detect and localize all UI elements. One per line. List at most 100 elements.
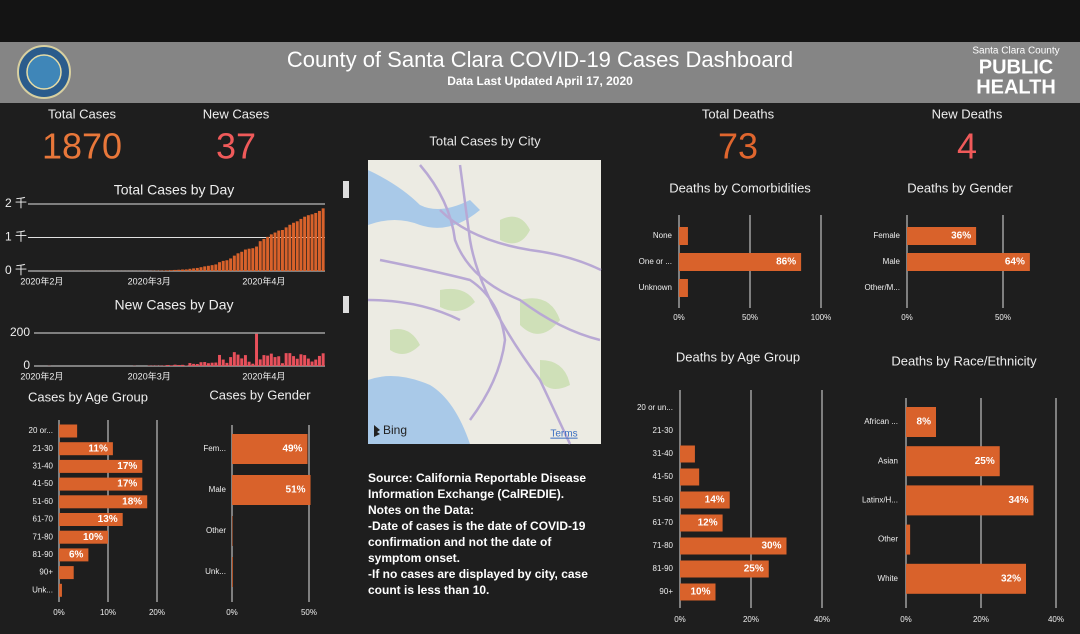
kpi-label: New Deaths (932, 106, 1003, 121)
bar (210, 265, 214, 271)
category-label: 51-60 (33, 497, 54, 506)
bar (59, 513, 123, 526)
bar (166, 270, 170, 271)
category-label: 81-90 (653, 564, 674, 573)
kpi-value: 1870 (42, 126, 122, 167)
bar (266, 355, 270, 366)
bar (203, 266, 207, 271)
x-tick-label: 0% (673, 313, 685, 322)
x-tick-label: 2020年3月 (128, 370, 171, 381)
bing-logo (374, 425, 380, 437)
y-tick-label: 2 千 (5, 196, 27, 210)
category-label: White (878, 574, 899, 583)
category-label: 90+ (39, 568, 53, 577)
bar (206, 265, 210, 271)
x-tick-label: 20% (149, 608, 165, 617)
bar (232, 475, 311, 505)
data-label: 10% (83, 532, 103, 543)
dashboard-title: County of Santa Clara COVID-19 Cases Das… (287, 47, 793, 72)
bar (177, 269, 181, 271)
bar (906, 563, 1026, 594)
bar (177, 365, 181, 366)
bar (680, 468, 700, 486)
category-label: One or ... (639, 257, 672, 266)
category-label: 21-30 (33, 444, 54, 453)
bar (299, 354, 303, 366)
x-tick-label: 100% (811, 313, 831, 322)
category-label: 31-40 (653, 449, 674, 458)
bar (195, 364, 199, 366)
x-tick-label: 10% (100, 608, 116, 617)
data-label: 6% (69, 550, 84, 561)
bar (218, 354, 221, 366)
bar (214, 362, 218, 366)
data-label: 34% (1008, 495, 1028, 506)
logo-line: PUBLIC (979, 56, 1053, 78)
bar (680, 583, 716, 601)
category-label: 81-90 (33, 550, 54, 559)
kpi-label: New Cases (203, 106, 270, 121)
category-label: African ... (864, 417, 898, 426)
chart-title: Deaths by Comorbidities (669, 180, 811, 195)
bar (273, 357, 277, 366)
bar (679, 227, 688, 245)
bar (195, 267, 199, 271)
category-label: None (653, 231, 673, 240)
bar (59, 442, 113, 456)
bar (240, 251, 244, 271)
bar (258, 359, 262, 366)
y-tick-label: 200 (10, 325, 30, 339)
bar (262, 355, 266, 366)
x-tick-label: 40% (1048, 615, 1064, 624)
category-label: 20 or... (29, 426, 53, 435)
data-label: 8% (917, 417, 932, 428)
logo-line: HEALTH (976, 76, 1056, 98)
data-label: 32% (1001, 573, 1021, 584)
bar (236, 253, 240, 271)
x-tick-label: 20% (973, 615, 989, 624)
category-label: 71-80 (653, 541, 674, 550)
map: Bing Terms (367, 160, 602, 445)
category-label: 51-60 (653, 495, 674, 504)
data-label: 49% (282, 444, 302, 455)
bar (232, 352, 236, 366)
data-label: 12% (698, 518, 718, 529)
bar (292, 222, 296, 271)
category-label: Unk... (205, 567, 226, 576)
x-tick-label: 40% (814, 615, 830, 624)
category-label: Other/M... (864, 283, 900, 292)
category-label: Asian (878, 456, 898, 465)
bar (321, 353, 325, 366)
x-tick-label: 2020年3月 (128, 275, 171, 286)
data-label: 11% (88, 443, 108, 454)
data-label: 14% (705, 495, 725, 506)
bar (255, 246, 259, 271)
x-tick-label: 2020年4月 (242, 370, 285, 381)
bar (306, 215, 310, 271)
bar (225, 362, 229, 366)
category-label: Unk... (32, 585, 53, 594)
bar (288, 224, 292, 271)
bar (232, 255, 236, 271)
x-tick-label: 50% (995, 313, 1011, 322)
bar (299, 218, 303, 271)
bar (199, 267, 203, 271)
x-tick-label: 0% (901, 313, 913, 322)
logo-top: Santa Clara County (972, 46, 1059, 57)
data-label: 25% (744, 564, 764, 575)
category-label: 61-70 (653, 518, 674, 527)
header-bar (0, 42, 1080, 103)
bar (169, 270, 173, 271)
data-label: 18% (122, 496, 142, 507)
bar (306, 358, 310, 366)
bar (680, 491, 730, 509)
y-tick-label: 0 (23, 358, 30, 372)
note-line: Source: California Reportable Disease In… (368, 471, 587, 501)
bar (247, 248, 251, 271)
bar (266, 236, 270, 271)
bar (225, 260, 229, 271)
map-title: Total Cases by City (429, 133, 541, 148)
map-terms[interactable]: Terms (550, 429, 577, 440)
map-road (367, 164, 602, 445)
bar (317, 210, 321, 271)
